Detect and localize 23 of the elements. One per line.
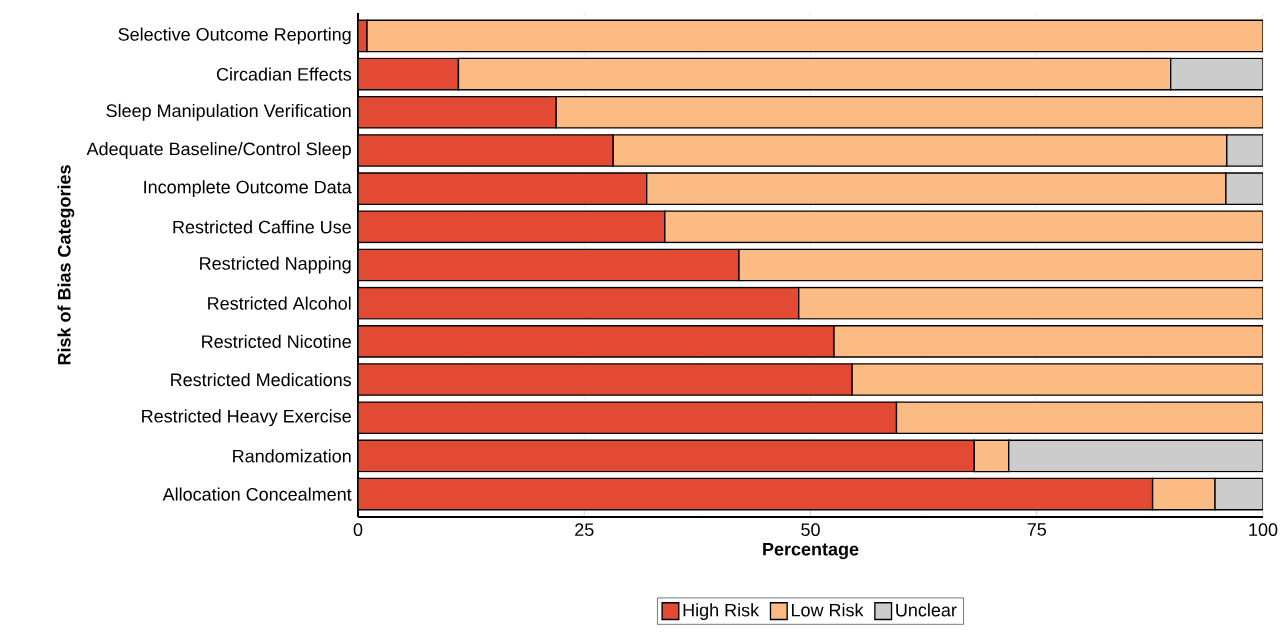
legend-label: Low Risk xyxy=(791,603,864,617)
x-tick-label: 50 xyxy=(801,523,820,537)
y-tick-label: Restricted Caffine Use xyxy=(173,220,351,234)
x-tick-label: 75 xyxy=(1027,523,1047,536)
legend-label: Unclear xyxy=(896,603,957,617)
y-tick-label: Selective Outcome Reporting xyxy=(118,27,351,45)
y-tick-label: Randomization xyxy=(233,449,351,463)
x-tick-label: 25 xyxy=(575,523,594,537)
x-tick-label: 100 xyxy=(1249,523,1278,537)
y-tick-label: Adequate Baseline/Control Sleep xyxy=(86,142,351,159)
y-tick-label: Restricted Alcohol xyxy=(208,296,351,310)
legend-label: High Risk xyxy=(683,603,760,621)
y-tick-label: Circadian Effects xyxy=(216,67,352,81)
y-tick-label: Sleep Manipulation Verification xyxy=(106,103,351,121)
y-tick-label: Restricted Napping xyxy=(200,256,351,274)
x-tick-label: 0 xyxy=(353,523,363,537)
y-tick-label: Incomplete Outcome Data xyxy=(144,180,352,198)
y-axis-title: Risk of Bias Categories xyxy=(57,165,75,365)
y-tick-label: Allocation Concealment xyxy=(162,487,352,501)
y-tick-label: Restricted Heavy Exercise xyxy=(142,409,351,427)
y-tick-label: Restricted Nicotine xyxy=(202,334,351,348)
y-tick-label: Restricted Medications xyxy=(171,372,352,387)
x-axis-title: Percentage xyxy=(763,542,859,560)
